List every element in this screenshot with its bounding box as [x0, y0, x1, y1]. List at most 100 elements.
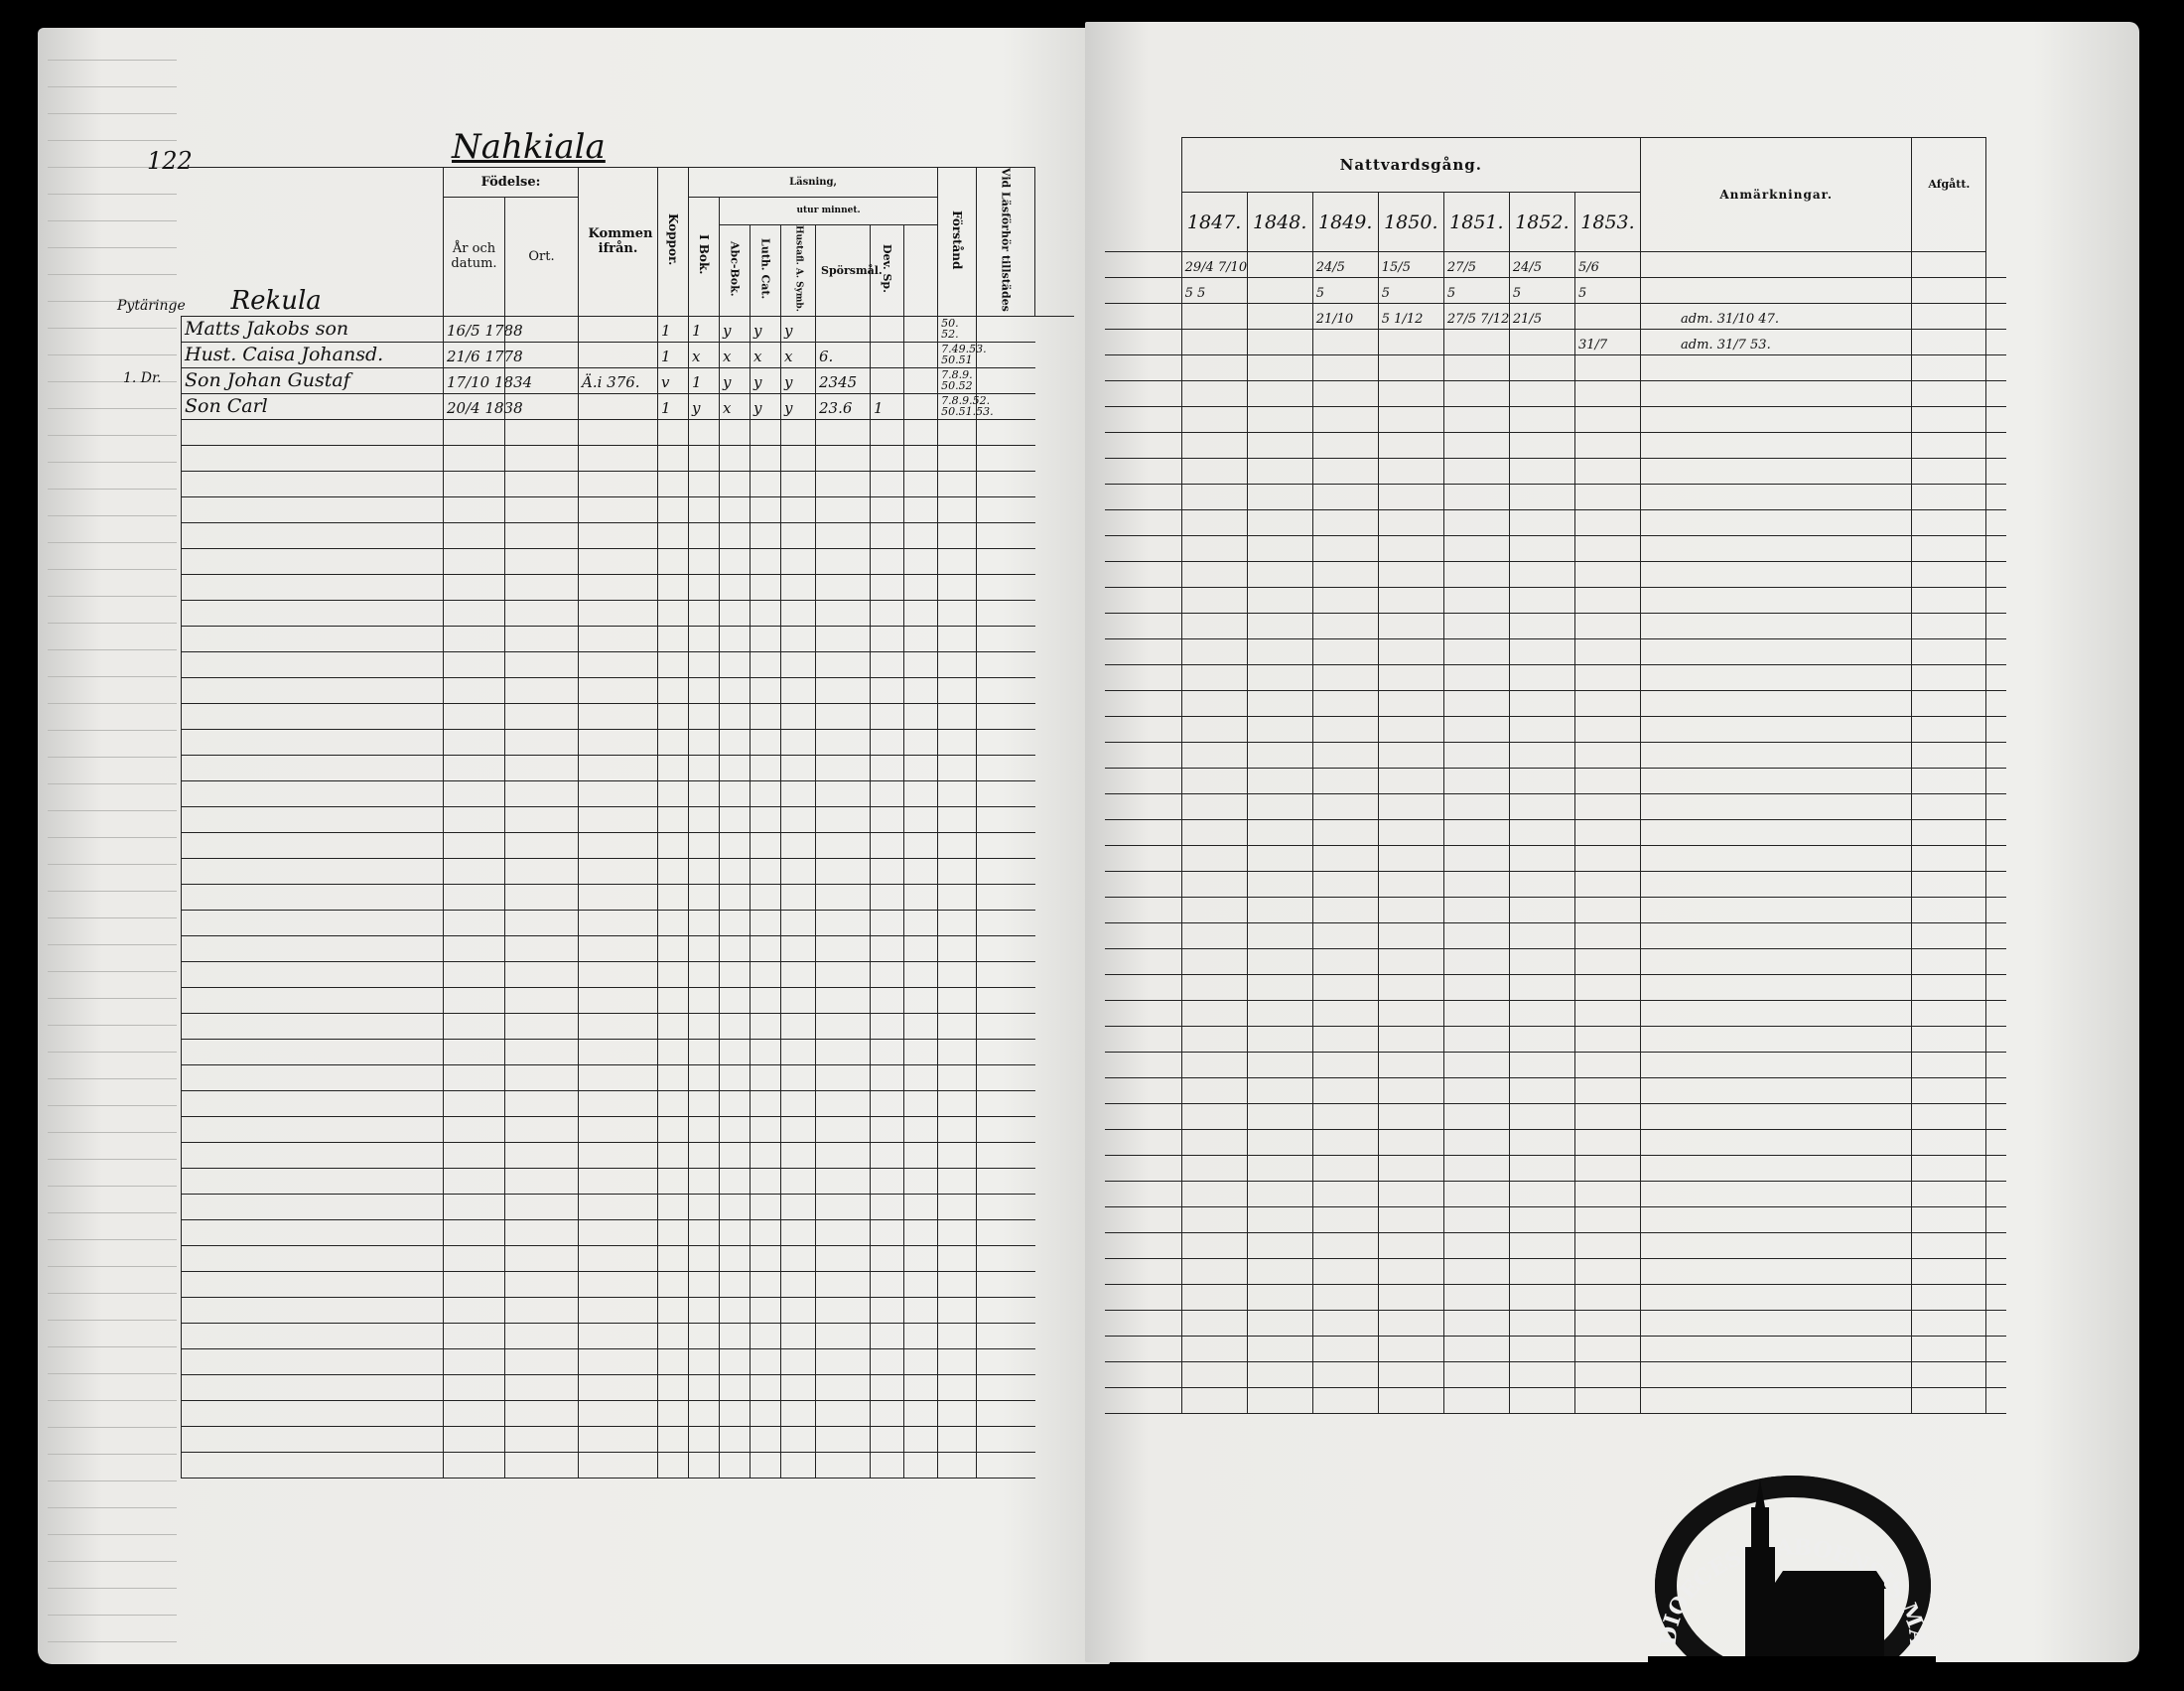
- table-cell: [903, 702, 939, 730]
- table-cell: [815, 625, 872, 652]
- table-cell: [503, 521, 580, 549]
- table-cell: 23.6: [815, 392, 872, 420]
- table-cell: [870, 831, 905, 859]
- table-cell: [903, 573, 939, 601]
- cell-communion-date: 27/5 7/12: [1446, 312, 1510, 327]
- table-cell: [976, 779, 1035, 807]
- table-cell: [1105, 897, 1182, 923]
- table-cell: [1377, 664, 1444, 691]
- table-cell: [443, 547, 505, 575]
- table-cell: [719, 1089, 751, 1117]
- table-cell: [1180, 458, 1248, 485]
- table-cell: [1911, 948, 1987, 975]
- table-cell: [1105, 406, 1182, 433]
- table-cell: [181, 495, 444, 523]
- table-cell: [976, 883, 1035, 911]
- table-cell: [1311, 1232, 1379, 1259]
- table-cell: [1985, 303, 2006, 330]
- table-cell: [657, 1425, 690, 1453]
- table-cell: [181, 1167, 444, 1195]
- table-cell: [1246, 1129, 1313, 1156]
- table-cell: [657, 702, 690, 730]
- table-cell: 15/5: [1377, 251, 1444, 278]
- table-cell: [1985, 458, 2006, 485]
- table-cell: [719, 831, 751, 859]
- table-cell: [688, 470, 721, 497]
- table-cell: [1985, 561, 2006, 588]
- table-cell: [870, 754, 905, 781]
- table-cell: [1985, 1000, 2006, 1027]
- table-cell: [1442, 845, 1510, 872]
- ledger-rule: [48, 1266, 177, 1267]
- table-cell: [1911, 251, 1987, 278]
- table-cell: 24/5: [1311, 251, 1379, 278]
- table-cell: [1246, 432, 1313, 459]
- parish-title: Nahkiala: [452, 127, 606, 167]
- table-cell: [443, 702, 505, 730]
- table-cell: [578, 625, 659, 652]
- table-cell: [1246, 742, 1313, 769]
- table-cell: [1573, 613, 1642, 639]
- table-cell: [657, 883, 690, 911]
- table-cell: [937, 1089, 978, 1117]
- table-cell: [1246, 690, 1313, 717]
- table-cell: [688, 599, 721, 627]
- table-cell: [1640, 458, 1913, 485]
- table-cell: [1985, 819, 2006, 846]
- table-cell: [719, 547, 751, 575]
- table-cell: [1246, 948, 1313, 975]
- cell-symb: y: [784, 398, 793, 417]
- table-cell: [1311, 406, 1379, 433]
- table-cell: [815, 521, 872, 549]
- table-cell: [1180, 1077, 1248, 1104]
- table-cell: [503, 1399, 580, 1427]
- table-cell: [780, 754, 817, 781]
- table-cell: [688, 883, 721, 911]
- table-cell: [1442, 768, 1510, 794]
- table-cell: [443, 1167, 505, 1195]
- table-row: [181, 1373, 1075, 1401]
- table-cell: [657, 1193, 690, 1220]
- table-cell: [1246, 819, 1313, 846]
- table-cell: [443, 728, 505, 756]
- table-cell: [780, 1038, 817, 1065]
- cell-communion-date: 5 1/12: [1381, 312, 1424, 327]
- table-cell: [1246, 1052, 1313, 1078]
- table-cell: [1911, 329, 1987, 355]
- table-cell: [181, 521, 444, 549]
- table-cell: [815, 1218, 872, 1246]
- table-row: [1105, 1361, 2006, 1388]
- table-cell: [181, 599, 444, 627]
- table-cell: [976, 676, 1035, 704]
- cell-communion-date: 31/7: [1577, 338, 1608, 352]
- table-cell: [1640, 922, 1913, 949]
- table-cell: [1911, 974, 1987, 1001]
- table-cell: [1180, 1310, 1248, 1337]
- table-cell: [903, 1012, 939, 1040]
- table-cell: [443, 779, 505, 807]
- table-cell: [1311, 871, 1379, 898]
- table-cell: [1246, 251, 1313, 278]
- table-cell: [181, 676, 444, 704]
- table-cell: [1442, 484, 1510, 510]
- table-cell: [1377, 613, 1444, 639]
- table-cell: [976, 392, 1035, 420]
- table-cell: 5: [1573, 277, 1642, 304]
- table-cell: [870, 625, 905, 652]
- table-cell: [976, 1347, 1035, 1375]
- table-cell: [657, 1063, 690, 1091]
- cell-luth: y: [753, 321, 762, 340]
- table-cell: [1911, 303, 1987, 330]
- table-cell: [1377, 1103, 1444, 1130]
- table-row: [181, 857, 1075, 885]
- table-cell: [903, 754, 939, 781]
- cell-kommen: Ä.i 376.: [582, 372, 640, 391]
- table-cell: [815, 1244, 872, 1272]
- table-cell: [937, 883, 978, 911]
- table-cell: [1246, 897, 1313, 923]
- ledger-rule: [48, 60, 177, 61]
- table-cell: [976, 1038, 1035, 1065]
- afgatt-header: Afgått.: [1911, 137, 1987, 252]
- table-cell: [1911, 819, 1987, 846]
- table-cell: [870, 728, 905, 756]
